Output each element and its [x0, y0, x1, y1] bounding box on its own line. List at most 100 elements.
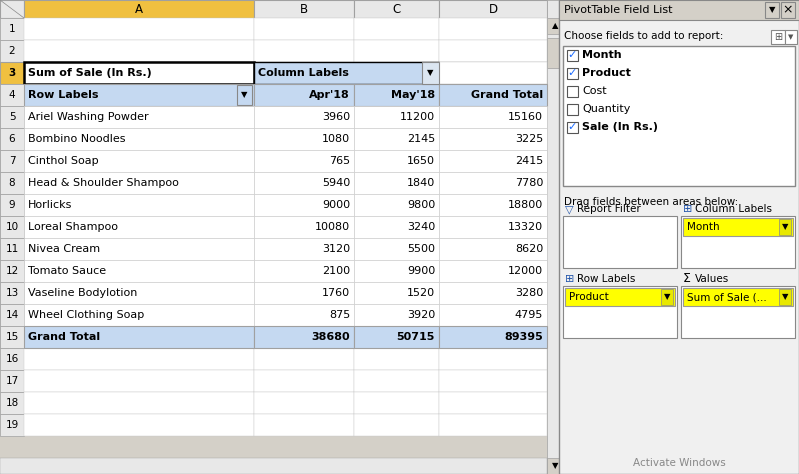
Text: Sum of Sale (In Rs.): Sum of Sale (In Rs.) — [28, 68, 152, 78]
Text: 11200: 11200 — [400, 112, 435, 122]
Bar — [439, 260, 547, 282]
Text: 14: 14 — [6, 310, 18, 320]
Bar — [422, 62, 439, 84]
Bar — [0, 238, 24, 260]
Bar — [0, 84, 24, 106]
Text: 13: 13 — [6, 288, 18, 298]
Bar — [254, 304, 354, 326]
Text: Sum of Sale (...: Sum of Sale (... — [687, 292, 767, 302]
Text: 2100: 2100 — [322, 266, 350, 276]
Bar — [683, 288, 793, 306]
Text: ▼: ▼ — [241, 91, 248, 100]
Bar — [439, 260, 547, 282]
Bar — [0, 62, 24, 84]
Text: 10: 10 — [6, 222, 18, 232]
Bar — [354, 40, 439, 62]
Bar — [24, 260, 254, 282]
Bar — [254, 238, 354, 260]
Bar — [354, 260, 439, 282]
Text: 7: 7 — [9, 156, 15, 166]
Text: 13: 13 — [6, 288, 18, 298]
Bar — [24, 84, 254, 106]
Bar — [779, 289, 791, 305]
Text: Column Labels: Column Labels — [695, 204, 772, 214]
Bar — [24, 326, 254, 348]
Text: ▼: ▼ — [552, 462, 559, 471]
Bar — [547, 458, 563, 474]
Text: 2415: 2415 — [515, 156, 543, 166]
Bar — [0, 172, 24, 194]
Bar — [0, 260, 24, 282]
Bar — [439, 128, 547, 150]
Bar — [354, 260, 439, 282]
Text: 19: 19 — [6, 420, 18, 430]
Text: 9800: 9800 — [407, 200, 435, 210]
Bar — [0, 194, 24, 216]
Bar — [24, 260, 254, 282]
Bar — [0, 326, 24, 348]
Bar — [24, 326, 254, 348]
Bar — [354, 172, 439, 194]
Bar — [354, 326, 439, 348]
Text: 15: 15 — [6, 332, 18, 342]
Bar — [24, 216, 254, 238]
Bar — [439, 216, 547, 238]
Text: PivotTable Field List: PivotTable Field List — [564, 5, 673, 15]
Bar — [0, 458, 547, 474]
Bar — [24, 62, 254, 84]
Bar — [439, 150, 547, 172]
Bar — [0, 128, 24, 150]
Bar — [0, 128, 24, 150]
Bar — [254, 128, 354, 150]
Bar — [24, 84, 254, 106]
Bar — [237, 85, 252, 105]
Text: ▼: ▼ — [664, 292, 670, 301]
Bar — [439, 62, 547, 84]
Bar — [354, 106, 439, 128]
Text: 4: 4 — [9, 90, 15, 100]
Text: 38680: 38680 — [312, 332, 350, 342]
Text: Nivea Cream: Nivea Cream — [28, 244, 100, 254]
Text: Row Labels: Row Labels — [577, 274, 635, 284]
Text: 1520: 1520 — [407, 288, 435, 298]
Text: 6: 6 — [9, 134, 15, 144]
Bar — [547, 38, 563, 68]
Bar — [254, 62, 439, 84]
Text: Loreal Shampoo: Loreal Shampoo — [28, 222, 118, 232]
Bar — [0, 282, 24, 304]
Bar — [0, 62, 24, 84]
Text: Month: Month — [582, 50, 622, 60]
Bar — [354, 106, 439, 128]
Bar — [254, 150, 354, 172]
Bar — [24, 0, 254, 18]
Bar — [0, 84, 24, 106]
Text: 3280: 3280 — [515, 288, 543, 298]
Bar — [24, 172, 254, 194]
Bar — [254, 282, 354, 304]
Text: D: D — [488, 2, 498, 16]
Text: 1650: 1650 — [407, 156, 435, 166]
Bar — [24, 282, 254, 304]
Bar — [681, 286, 795, 338]
Text: Ariel Washing Powder: Ariel Washing Powder — [28, 112, 149, 122]
Text: B: B — [300, 2, 308, 16]
Text: 9000: 9000 — [322, 200, 350, 210]
Bar — [0, 106, 24, 128]
Text: 875: 875 — [328, 310, 350, 320]
Text: Column Labels: Column Labels — [258, 68, 349, 78]
Bar — [0, 106, 24, 128]
Bar — [254, 326, 354, 348]
Bar — [0, 40, 24, 62]
Bar — [0, 304, 24, 326]
Bar — [354, 392, 439, 414]
Text: 6: 6 — [9, 134, 15, 144]
Text: 1: 1 — [9, 24, 15, 34]
Bar — [254, 194, 354, 216]
Text: ▲: ▲ — [552, 21, 559, 30]
Bar — [439, 370, 547, 392]
Bar — [354, 150, 439, 172]
Text: 3920: 3920 — [407, 310, 435, 320]
Bar — [559, 0, 799, 20]
Text: 3225: 3225 — [515, 134, 543, 144]
Bar — [354, 216, 439, 238]
